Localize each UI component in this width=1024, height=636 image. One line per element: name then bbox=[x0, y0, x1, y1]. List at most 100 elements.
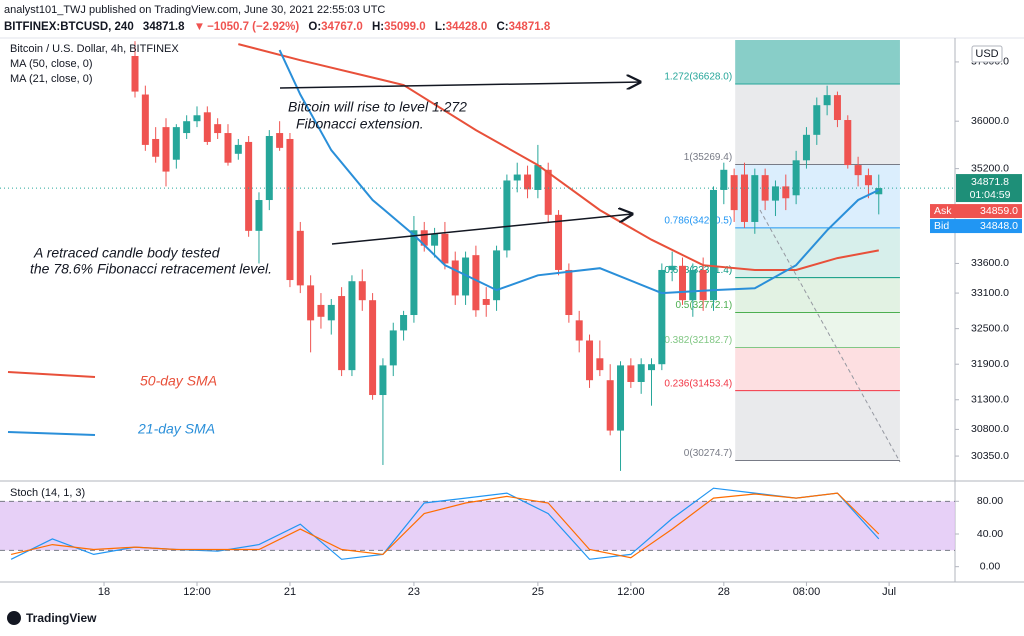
currency: USD bbox=[975, 48, 998, 60]
fib-zone bbox=[735, 347, 900, 391]
fib-label: 0.786(34200.5) bbox=[664, 215, 732, 226]
l-label: L: bbox=[435, 21, 446, 33]
y-tick-label: 35200.0 bbox=[971, 162, 1009, 174]
ask-label: Ask bbox=[934, 205, 952, 217]
candle-body bbox=[234, 144, 242, 154]
annotation: 21-day SMA bbox=[137, 421, 215, 437]
symbol: BITFINEX:BTCUSD, 240 bbox=[4, 21, 134, 33]
candle-body bbox=[596, 358, 604, 371]
change-arrow: ▼ bbox=[194, 21, 205, 33]
candle-body bbox=[493, 250, 501, 301]
fib-zone bbox=[735, 390, 900, 461]
x-tick-label: 12:00 bbox=[617, 586, 645, 598]
candle-body bbox=[482, 299, 490, 305]
fib-label: 0.382(32182.7) bbox=[664, 335, 732, 346]
candle-body bbox=[338, 296, 346, 371]
candle-body bbox=[503, 180, 511, 251]
brand: TradingView bbox=[26, 611, 97, 625]
fib-label: 1.272(36628.0) bbox=[664, 72, 732, 83]
candle-body bbox=[286, 138, 294, 281]
candle-body bbox=[782, 186, 790, 199]
candle-body bbox=[823, 95, 831, 106]
price-pane bbox=[0, 41, 955, 471]
y-tick-label: 36000.0 bbox=[971, 115, 1009, 127]
fib-zone bbox=[735, 277, 900, 313]
candle-body bbox=[317, 304, 325, 317]
candle-body bbox=[627, 365, 635, 382]
currency-box bbox=[971, 45, 1003, 63]
candle-body bbox=[658, 269, 666, 365]
annotation: the 78.6% Fibonacci retracement level. bbox=[30, 261, 272, 277]
sma50-legend-line bbox=[7, 371, 96, 378]
candle-body bbox=[730, 175, 738, 211]
legend-entry: MA (21, close, 0) bbox=[10, 73, 93, 85]
annotation: Bitcoin will rise to level 1.272 bbox=[288, 99, 467, 115]
stoch-pane bbox=[0, 487, 955, 560]
candle-body bbox=[369, 300, 377, 396]
symbol-line: BITFINEX:BTCUSD, 240 34871.8 ▼ −1050.7 (−… bbox=[4, 21, 551, 33]
candle-body bbox=[586, 340, 594, 381]
candle-body bbox=[668, 265, 676, 270]
change: −1050.7 (−2.92%) bbox=[207, 21, 299, 33]
candle-body bbox=[524, 174, 532, 190]
candle-body bbox=[751, 175, 759, 222]
bid-box bbox=[930, 219, 1022, 234]
candle-body bbox=[813, 105, 821, 135]
candle-body bbox=[844, 120, 852, 166]
candle-body bbox=[617, 365, 625, 431]
stoch-y-tick-label: 80.00 bbox=[977, 495, 1003, 507]
candle-body bbox=[534, 165, 542, 190]
candle-body bbox=[348, 281, 356, 371]
y-tick-label: 33100.0 bbox=[971, 287, 1009, 299]
o: 34767.0 bbox=[321, 21, 363, 33]
candle-body bbox=[141, 94, 149, 145]
candle-body bbox=[431, 233, 439, 246]
candle-body bbox=[472, 255, 480, 311]
candle-body bbox=[420, 230, 428, 246]
candle-body bbox=[358, 281, 366, 301]
annotation: Fibonacci extension. bbox=[296, 116, 424, 132]
candle-body bbox=[183, 121, 191, 134]
bid: 34848.0 bbox=[980, 220, 1018, 232]
candle-body bbox=[327, 304, 335, 321]
candle-body bbox=[410, 230, 418, 316]
h: 35099.0 bbox=[384, 21, 426, 33]
candle-body bbox=[565, 269, 573, 316]
ma-line bbox=[238, 43, 879, 271]
h-label: H: bbox=[372, 21, 384, 33]
sma21-legend-line bbox=[7, 431, 96, 436]
c-label: C: bbox=[497, 21, 509, 33]
o-label: O: bbox=[308, 21, 321, 33]
candle-body bbox=[193, 115, 201, 122]
candle-body bbox=[544, 169, 552, 215]
candle-body bbox=[203, 112, 211, 142]
candle-body bbox=[379, 365, 387, 396]
axes: 30350.0 30800.0 31300.0 31900.0 32500.0 33100… bbox=[98, 56, 1022, 598]
candle-body bbox=[740, 174, 748, 222]
candle-body bbox=[648, 364, 656, 371]
l: 34428.0 bbox=[446, 21, 488, 33]
trend-line bbox=[759, 209, 901, 463]
candle-body bbox=[575, 320, 583, 341]
candle-body bbox=[224, 133, 232, 163]
candle-body bbox=[864, 175, 872, 186]
fib-label: 0.236(31453.4) bbox=[664, 378, 732, 389]
stoch-y-tick-label: 40.00 bbox=[977, 528, 1003, 540]
x-tick-label: 08:00 bbox=[793, 586, 821, 598]
stoch-line bbox=[10, 492, 880, 559]
candle-body bbox=[131, 56, 139, 92]
candle-body bbox=[296, 230, 304, 286]
last-price: 34871.8 bbox=[971, 176, 1009, 188]
fib-zone bbox=[735, 312, 900, 348]
x-tick-label: 18 bbox=[98, 586, 110, 598]
y-tick-label: 30350.0 bbox=[971, 450, 1009, 462]
candle-body bbox=[276, 133, 284, 148]
candle-body bbox=[245, 141, 253, 231]
ask-box bbox=[930, 204, 1022, 219]
candle-body bbox=[451, 260, 459, 296]
candle-body bbox=[709, 189, 717, 301]
fib-zone bbox=[735, 40, 900, 84]
x-tick-label: 25 bbox=[532, 586, 544, 598]
candle-body bbox=[214, 124, 222, 134]
